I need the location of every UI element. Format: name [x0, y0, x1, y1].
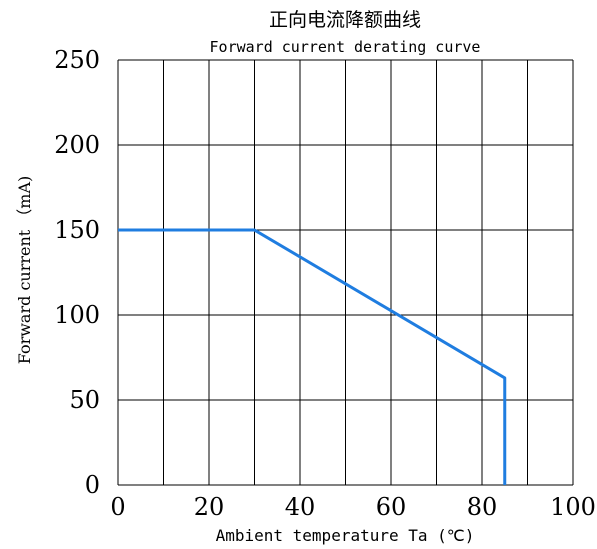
y-axis-label: Forward current （mA) [15, 176, 34, 365]
x-tick-label: 60 [376, 493, 407, 521]
x-tick-label: 0 [110, 493, 125, 521]
x-tick-labels: 0 20 40 60 80 100 [110, 493, 596, 521]
derating-curve [118, 228, 507, 485]
x-axis-label: Ambient temperature Ta (℃) [216, 526, 475, 545]
y-tick-label: 0 [85, 471, 100, 499]
x-tick-label: 40 [285, 493, 316, 521]
y-tick-label: 200 [54, 131, 100, 159]
y-tick-label: 50 [69, 386, 100, 414]
y-tick-label: 150 [54, 216, 100, 244]
y-tick-label: 250 [54, 46, 100, 74]
chart-subtitle: Forward current derating curve [210, 38, 481, 56]
x-tick-label: 80 [467, 493, 498, 521]
grid [117, 59, 574, 486]
x-tick-label: 20 [194, 493, 225, 521]
y-tick-labels: 0 50 100 150 200 250 [54, 46, 100, 499]
chart-title: 正向电流降额曲线 [269, 9, 421, 31]
y-tick-label: 100 [54, 301, 100, 329]
x-tick-label: 100 [550, 493, 596, 521]
series-group [118, 228, 507, 485]
